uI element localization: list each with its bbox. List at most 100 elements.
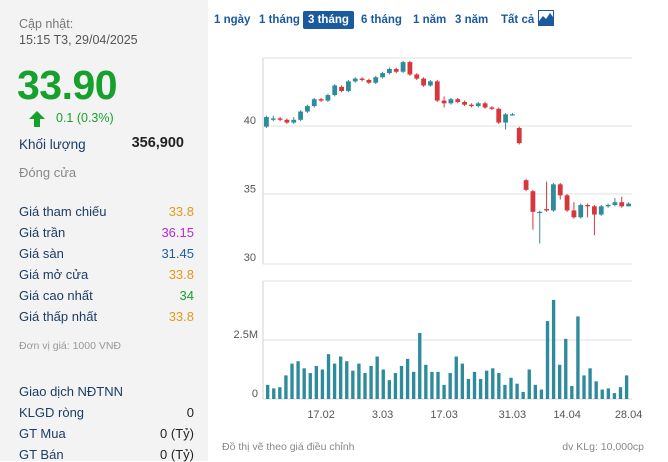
volume-bar (387, 380, 392, 399)
date-axis-tick: 3.03 (372, 409, 393, 421)
volume-bar (466, 378, 471, 399)
foreign-value-buy-value: 0 (Tỷ) (160, 426, 194, 441)
volume-bar (290, 363, 294, 399)
volume-bar (515, 383, 519, 399)
foreign-label-net-volume: KLGD ròng (19, 405, 85, 420)
stock-info-panel: Cập nhật: 15:15 T3, 29/04/2025 33.90 0.1… (0, 0, 208, 462)
volume-bar (594, 381, 598, 399)
candle (564, 193, 570, 212)
candle (585, 203, 590, 218)
volume-bar (460, 363, 465, 399)
tab-3-years[interactable]: 3 năm (455, 14, 489, 26)
volume-bar (399, 365, 404, 399)
candle (284, 118, 290, 124)
volume-bar (393, 373, 398, 399)
foreign-value-net-volume: 0 (186, 405, 194, 420)
volume-bar (405, 358, 410, 399)
price-axis-tick: 40 (244, 115, 256, 127)
stat-label-reference: Giá tham chiếu (19, 204, 107, 219)
candle (557, 182, 563, 200)
volume-bar (454, 356, 458, 399)
volume-axis: 2.5M 0 (234, 329, 258, 400)
volume-bar (308, 373, 312, 399)
volume-bar (564, 338, 568, 399)
tab-1-month[interactable]: 1 tháng (259, 14, 300, 26)
volume-bar (412, 371, 416, 399)
volume-bar (478, 378, 483, 399)
volume-bar (545, 321, 550, 399)
volume-bar (266, 384, 270, 399)
volume-bar (576, 316, 580, 399)
stat-value-floor: 31.45 (161, 246, 194, 261)
candle (612, 198, 618, 207)
candle (544, 181, 549, 212)
tab-all[interactable]: Tất cả (501, 14, 535, 26)
volume-bar (430, 371, 434, 399)
volume-label: Khối lượng (19, 137, 86, 152)
candle (311, 97, 317, 108)
volume-bar (436, 371, 440, 399)
candle (359, 77, 365, 82)
volume-bar (418, 332, 422, 399)
candle (339, 85, 344, 93)
tab-6-months[interactable]: 6 tháng (361, 14, 402, 26)
stat-label-low: Giá thấp nhất (19, 309, 98, 324)
stat-value-ceiling: 36.15 (161, 225, 194, 240)
volume-bar (284, 375, 288, 399)
volume-bar (272, 388, 276, 399)
volume-bar (381, 369, 385, 399)
stat-label-high: Giá cao nhất (19, 288, 93, 303)
stat-value-reference: 33.8 (168, 204, 194, 219)
candle (592, 204, 597, 236)
candle (393, 67, 399, 74)
candle (496, 107, 502, 124)
candle (571, 202, 577, 219)
volume-bar (375, 356, 379, 399)
tab-3-months[interactable]: 3 tháng (303, 11, 354, 29)
tab-1-day[interactable]: 1 ngày (214, 14, 251, 26)
volume-bar (369, 365, 373, 399)
current-price: 33.90 (17, 62, 118, 108)
volume-bar (296, 361, 300, 399)
volume-bar (351, 370, 355, 399)
foreign-label-sell-value: GT Bán (19, 447, 64, 462)
candle (332, 84, 338, 97)
stat-label-floor: Giá sàn (19, 246, 64, 261)
candle (373, 75, 379, 85)
volume-bar (345, 361, 349, 399)
candle (387, 67, 392, 75)
volume-bar (497, 373, 501, 399)
candle (530, 189, 536, 230)
volume-bar (357, 363, 361, 399)
volume-bar (558, 364, 562, 399)
volume-bar (320, 369, 325, 399)
volume-bar (332, 363, 337, 399)
date-axis-tick: 31.03 (499, 409, 527, 421)
chart-type-icon[interactable] (538, 10, 554, 26)
candle (291, 117, 297, 124)
volume-bar (339, 356, 343, 399)
candle (325, 93, 331, 102)
tab-1-year[interactable]: 1 năm (413, 14, 447, 26)
volume-bar (582, 375, 586, 399)
unit-note: Đơn vị giá: 1000 VNĐ (19, 340, 122, 352)
stat-value-high: 34 (179, 288, 194, 303)
volume-bar (503, 384, 507, 399)
candle (264, 115, 269, 129)
candle (270, 115, 276, 122)
volume-bar (278, 387, 282, 399)
candle (619, 196, 625, 208)
foreign-trading-title: Giao dịch NĐTNN (19, 384, 124, 399)
candle (421, 77, 426, 87)
candle (414, 73, 420, 80)
candle (305, 104, 310, 113)
volume-bar (509, 377, 513, 399)
candle (489, 106, 495, 111)
volume-bar (302, 368, 306, 399)
candle (578, 203, 584, 219)
volume-bar (533, 384, 538, 399)
volume-bar (448, 373, 452, 399)
foreign-label-buy-value: GT Mua (19, 426, 66, 441)
market-status: Đóng cửa (19, 165, 77, 180)
volume-bar (570, 386, 574, 399)
